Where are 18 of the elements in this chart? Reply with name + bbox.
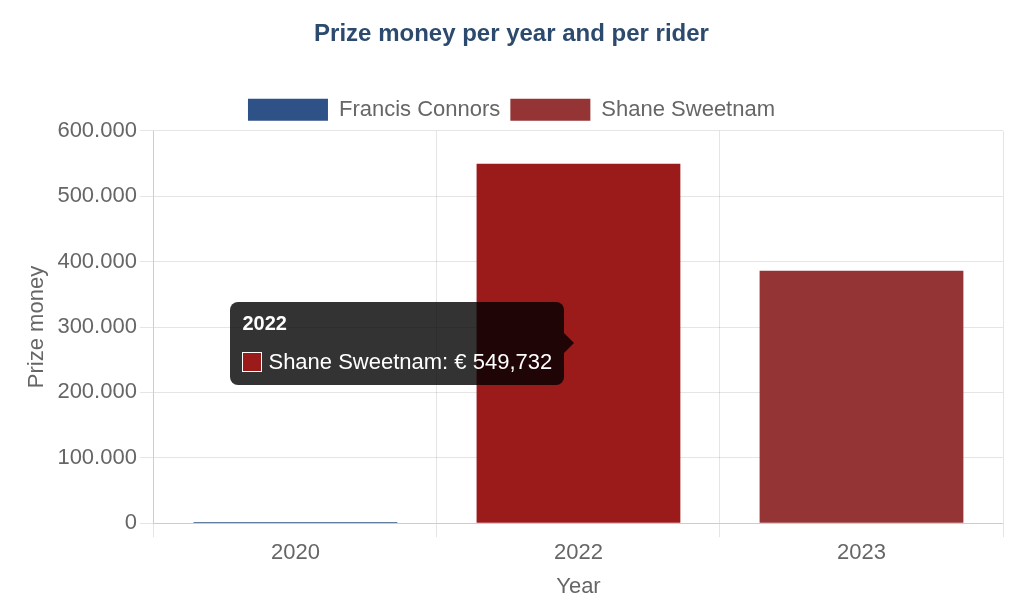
- y-tick-label: 500.000: [57, 182, 137, 208]
- y-tick-label: 100.000: [57, 443, 137, 469]
- x-tick-label: 2023: [837, 539, 886, 565]
- y-tick-label: 600.000: [57, 116, 137, 142]
- bar: [759, 270, 964, 523]
- legend-label: Shane Sweetnam: [601, 95, 776, 121]
- y-tick-label: 0: [124, 509, 137, 535]
- x-axis-title: Year: [556, 572, 601, 598]
- y-tick-label: 200.000: [57, 378, 137, 404]
- legend-label: Francis Connors: [338, 95, 501, 121]
- y-axis-title: Prize money: [23, 265, 49, 389]
- x-tick-label: 2022: [553, 539, 603, 565]
- chart-title: Prize money per year and per rider: [314, 19, 709, 47]
- y-tick-label: 400.000: [57, 247, 137, 273]
- annotation: Shane Sweetnam: € 549,732: [268, 348, 553, 375]
- y-tick-label: 300.000: [57, 313, 137, 339]
- x-tick-label: 2020: [270, 539, 320, 565]
- annotation: 2022: [242, 311, 288, 335]
